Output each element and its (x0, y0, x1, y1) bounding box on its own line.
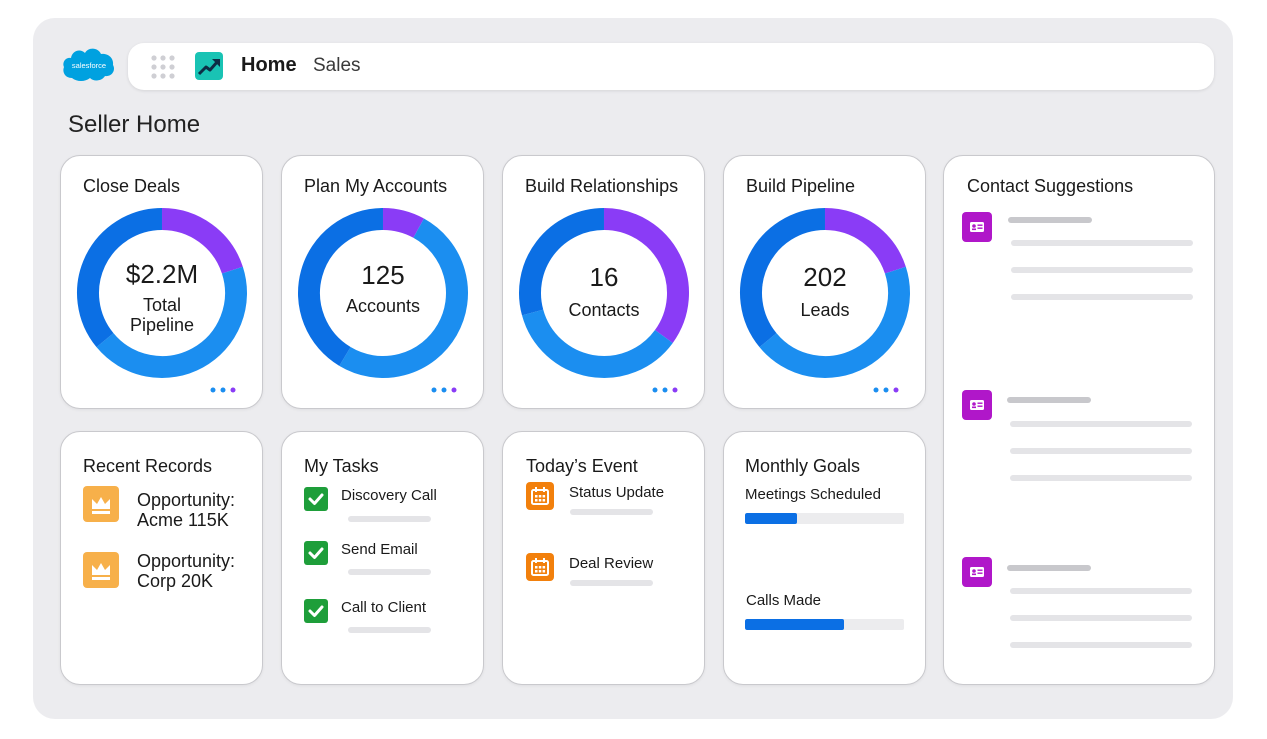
metric-value: $2.2M (125, 259, 199, 289)
more-options-icon[interactable] (873, 387, 899, 393)
donut-segment-blue (339, 218, 468, 378)
card-title: My Tasks (304, 456, 379, 476)
metric-value: 16 (589, 262, 619, 292)
accounts-donut (298, 208, 468, 378)
crown-icon[interactable] (83, 552, 119, 588)
card-title: Contact Suggestions (967, 176, 1134, 196)
crown-icon[interactable] (83, 486, 119, 522)
goal-progress-bar (745, 619, 904, 630)
todays-event-card: Today’s Event Status Update Deal Review (502, 431, 705, 685)
contact-card-icon[interactable] (962, 557, 992, 587)
placeholder-line (1010, 588, 1192, 594)
donut-segment-purple (824, 208, 906, 274)
checkbox-icon[interactable] (304, 487, 328, 511)
metric-label: Accounts (345, 296, 421, 316)
build-pipeline-card[interactable]: Build Pipeline 202 Leads (723, 155, 926, 409)
event-label[interactable]: Deal Review (569, 555, 654, 572)
record-title[interactable]: Opportunity: (137, 551, 236, 571)
leads-donut (740, 208, 910, 378)
goal-label: Meetings Scheduled (745, 486, 881, 503)
donut-segment-dark-blue (519, 208, 605, 316)
plan-my-accounts-card[interactable]: Plan My Accounts 125 Accounts (281, 155, 484, 409)
card-title: Monthly Goals (745, 456, 861, 476)
goal-progress-fill (745, 513, 798, 524)
goal-progress-bar (745, 513, 904, 524)
close-deals-donut (77, 208, 247, 378)
placeholder-line (1010, 475, 1192, 481)
placeholder-line (348, 569, 431, 575)
placeholder-line (1011, 294, 1193, 300)
placeholder-line (1010, 421, 1192, 427)
task-label[interactable]: Send Email (341, 541, 418, 558)
donut-segment-blue (522, 309, 673, 378)
card-title: Plan My Accounts (304, 176, 448, 196)
checkbox-icon[interactable] (304, 541, 328, 565)
event-label[interactable]: Status Update (569, 484, 665, 501)
global-header: Home Sales (128, 43, 1214, 90)
my-tasks-card: My Tasks Discovery Call Send Email Call … (281, 431, 484, 685)
placeholder-line (348, 627, 431, 633)
placeholder-line (570, 509, 653, 515)
card-title: Build Relationships (525, 176, 679, 196)
contact-card-icon[interactable] (962, 390, 992, 420)
metric-label: Leads (800, 300, 850, 320)
record-subtitle[interactable]: Acme 115K (137, 510, 229, 530)
contact-suggestions-card: Contact Suggestions (943, 155, 1215, 685)
donut-segment-dark-blue (298, 208, 384, 366)
donut-segment-dark-blue (77, 208, 163, 348)
donut-segment-purple (161, 208, 243, 274)
build-relationships-card[interactable]: Build Relationships 16 Contacts (502, 155, 705, 409)
calendar-icon[interactable] (526, 482, 554, 510)
tab-home[interactable]: Home (241, 54, 297, 76)
placeholder-line (1007, 565, 1091, 571)
donut-segment-purple (603, 208, 689, 343)
donut-segment-blue (96, 266, 247, 378)
app-launcher-icon[interactable] (150, 54, 176, 80)
metric-value: 125 (361, 260, 405, 290)
more-options-icon[interactable] (210, 387, 236, 393)
placeholder-line (1011, 240, 1193, 246)
placeholder-line (1007, 397, 1091, 403)
metric-value: 202 (803, 262, 847, 292)
placeholder-line (1010, 448, 1192, 454)
donut-segment-purple (382, 208, 424, 238)
placeholder-line (1010, 642, 1192, 648)
record-subtitle[interactable]: Corp 20K (137, 571, 214, 591)
goal-progress-fill (745, 619, 844, 630)
placeholder-line (570, 580, 653, 586)
more-options-icon[interactable] (431, 387, 457, 393)
placeholder-line (348, 516, 431, 522)
close-deals-card[interactable]: Close Deals $2.2M Total Pipeline (60, 155, 263, 409)
contact-card-icon[interactable] (962, 212, 992, 242)
donut-segment-dark-blue (740, 208, 826, 348)
card-title: Today’s Event (526, 456, 638, 476)
salesforce-logo[interactable]: salesforce (62, 44, 116, 84)
card-title: Recent Records (83, 456, 213, 476)
card-title: Build Pipeline (746, 176, 856, 196)
placeholder-line (1011, 267, 1193, 273)
task-label[interactable]: Call to Client (341, 599, 427, 616)
checkbox-icon[interactable] (304, 599, 328, 623)
app-name-sales[interactable]: Sales (313, 55, 361, 76)
calendar-icon[interactable] (526, 553, 554, 581)
task-label[interactable]: Discovery Call (341, 487, 437, 504)
goal-label: Calls Made (746, 592, 822, 609)
contacts-donut (519, 208, 689, 378)
metric-label: Total (142, 295, 182, 315)
donut-segment-blue (759, 266, 910, 378)
metric-label: Contacts (568, 300, 640, 320)
placeholder-line (1008, 217, 1092, 223)
placeholder-line (1010, 615, 1192, 621)
card-title: Close Deals (83, 176, 181, 196)
metric-label-2: Pipeline (129, 315, 195, 335)
record-title[interactable]: Opportunity: (137, 490, 236, 510)
more-options-icon[interactable] (652, 387, 678, 393)
sales-app-icon[interactable] (195, 52, 223, 80)
recent-records-card: Recent Records Opportunity: Acme 115K Op… (60, 431, 263, 685)
page-title: Seller Home (68, 111, 201, 138)
monthly-goals-card: Monthly Goals Meetings Scheduled Calls M… (723, 431, 926, 685)
svg-text:salesforce: salesforce (72, 61, 106, 70)
